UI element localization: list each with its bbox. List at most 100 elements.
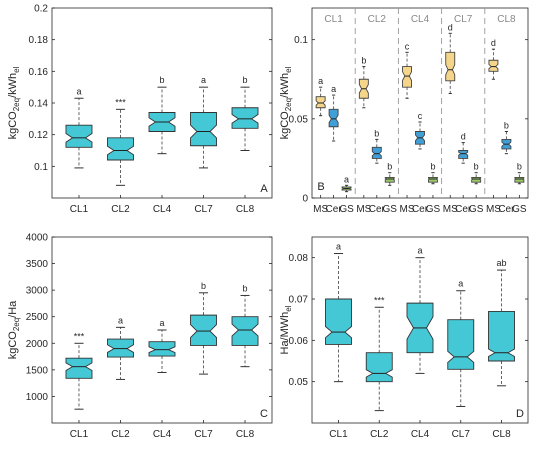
panel-a-sig-letter-3: a	[201, 75, 206, 85]
panel-a-xtick-label-1: CL2	[111, 204, 130, 215]
panel-b-sig-letter-4-0: d	[491, 38, 496, 48]
box-panel-b-4-0	[488, 59, 499, 72]
panel-b-group-label-2: CL4	[411, 14, 430, 25]
panel-c-xtick-label-1: CL2	[111, 429, 130, 440]
ylabel-sub: el	[284, 66, 293, 72]
panel-c-sig-letter-4: b	[243, 283, 248, 293]
panel-b-ytick-label-0: 0	[302, 194, 308, 205]
panel-d-ytick-label-0: 0.05	[289, 377, 309, 388]
panel-b-sig-letter-1-1: b	[374, 128, 379, 138]
panel-b-sig-letter-4-1: b	[504, 121, 509, 131]
panel-a-xtick-label-2: CL4	[153, 204, 172, 215]
box-panel-b-0-1	[328, 108, 339, 128]
box-panel-b-3-2	[471, 176, 482, 183]
panel-d-xtick-label-2: CL4	[411, 429, 430, 440]
panel-a-frame	[51, 7, 273, 199]
panel-b-group-label-0: CL1	[324, 14, 343, 25]
panel-c-ylabel: kgCO2eq/Ha	[7, 300, 21, 359]
panel-b-sig-letter-1-2: b	[387, 162, 392, 172]
panel-c: 1000 1500 2000 2500 3000 3500 4000 kgCO2eq/Ha CL…	[7, 233, 273, 440]
panel-c-sig-letter-2: a	[159, 318, 164, 328]
box-panel-c-1	[107, 338, 134, 358]
panel-d-sig-letter-3: a	[458, 279, 463, 289]
box-panel-d-3	[447, 319, 475, 370]
panel-a-sig-letter-1: ***	[115, 97, 126, 107]
box-panel-d-0	[325, 298, 352, 345]
panel-a-sig-letter-0: a	[76, 86, 81, 96]
ylabel-part: kgCO	[7, 111, 19, 140]
panel-d-xtick-label-1: CL2	[370, 429, 389, 440]
ylabel-part: /kWh	[7, 73, 19, 98]
panel-c-ytick-label-3: 2500	[26, 312, 49, 323]
box-panel-d-1	[365, 352, 393, 383]
panel-a-sig-letter-2: b	[159, 75, 164, 85]
panel-d-xtick-label-3: CL7	[452, 429, 471, 440]
panel-b-xtick-label-0-2: GS	[339, 204, 354, 215]
panel-b-frame	[311, 7, 529, 199]
panel-c-xtick-label-2: CL4	[153, 429, 172, 440]
box-panel-a-4	[231, 107, 259, 129]
panel-a-ytick-label-0: 0.1	[34, 162, 48, 173]
panel-b-xtick-label-4-0: MS	[486, 204, 501, 215]
panel-b-xtick-label-0-0: MS	[313, 204, 328, 215]
panel-a: 0.1 0.12 0.14 0.16 0.18 0.2 kgCO2eq/kWhel CL1 a C…	[7, 4, 273, 215]
panel-b-xtick-label-3-2: GS	[469, 204, 484, 215]
panel-c-ytick-label-4: 3000	[26, 286, 49, 297]
panel-c-ytick-label-1: 1500	[26, 365, 49, 376]
panel-d-sig-letter-4: ab	[497, 258, 507, 268]
panel-b-xtick-label-2-1: Cer	[412, 204, 429, 215]
panel-b-sig-letter-4-2: b	[517, 162, 522, 172]
panel-b-ytick-label-1: 0.05	[289, 114, 309, 125]
box-panel-b-3-1	[458, 150, 469, 159]
panel-b-sig-letter-3-0: d	[448, 22, 453, 32]
box-panel-b-2-2	[428, 176, 438, 183]
panel-b-ytick-label-2: 0.1	[294, 35, 308, 46]
panel-b-sig-letter-0-0: a	[318, 76, 323, 86]
panel-a-xtick-label-4: CL8	[236, 204, 255, 215]
panel-d-sig-letter-1: ***	[374, 295, 385, 305]
panel-b-sig-letter-0-2: a	[344, 174, 349, 184]
panel-d-ytick-label-2: 0.07	[289, 295, 309, 306]
panel-c-ytick-label-6: 4000	[26, 233, 49, 244]
panel-b-xtick-label-1-0: MS	[356, 204, 371, 215]
panel-a-letter: A	[260, 183, 268, 195]
panel-d-ytick-label-1: 0.06	[289, 336, 309, 347]
panel-b-sig-letter-0-1: a	[331, 84, 336, 94]
ylabel-part: /kWh	[279, 73, 291, 98]
panel-b-sig-letter-1-0: b	[361, 56, 366, 66]
panel-b-xtick-label-2-2: GS	[426, 204, 441, 215]
panel-d-letter: D	[516, 408, 524, 420]
ylabel-sub: 2eq	[284, 98, 293, 111]
panel-b-sig-letter-2-1: c	[418, 111, 423, 121]
panel-a-ytick-label-4: 0.18	[29, 35, 49, 46]
panel-d-xtick-label-0: CL1	[329, 429, 348, 440]
box-panel-b-3-0	[445, 51, 456, 82]
panel-c-ytick-label-5: 3500	[26, 259, 49, 270]
box-panel-b-1-1	[371, 146, 382, 159]
panel-d-sig-letter-2: a	[417, 246, 422, 256]
panel-d-ylabel: Ha/MWhel	[279, 305, 293, 354]
ylabel-sub: el	[284, 305, 293, 311]
panel-b-sig-letter-2-0: c	[405, 41, 410, 51]
panel-b-letter: B	[317, 181, 324, 193]
panel-c-letter: C	[260, 408, 268, 420]
box-panel-b-2-0	[402, 66, 412, 88]
panel-b-sig-letter-3-1: d	[461, 132, 466, 142]
box-panel-a-0	[65, 124, 93, 148]
ylabel-sub: el	[12, 66, 21, 72]
panel-b-xtick-label-4-2: GS	[512, 204, 527, 215]
panel-b-group-label-4: CL8	[497, 14, 516, 25]
panel-c-ytick-label-0: 1000	[26, 392, 49, 403]
panel-b-sig-letter-2-2: b	[430, 162, 435, 172]
box-panel-b-4-2	[514, 176, 525, 183]
panel-c-sig-letter-0: ***	[74, 331, 85, 341]
panel-a-xtick-label-3: CL7	[194, 204, 213, 215]
box-panel-b-1-2	[384, 176, 395, 183]
panel-b-xtick-label-3-1: Cer	[455, 204, 472, 215]
panel-d-xtick-label-4: CL8	[492, 429, 511, 440]
panel-c-xtick-label-3: CL7	[194, 429, 213, 440]
panel-a-ytick-label-5: 0.2	[34, 4, 48, 15]
panel-b-xtick-label-4-1: Cer	[498, 204, 515, 215]
panel-a-ytick-label-1: 0.12	[29, 130, 49, 141]
